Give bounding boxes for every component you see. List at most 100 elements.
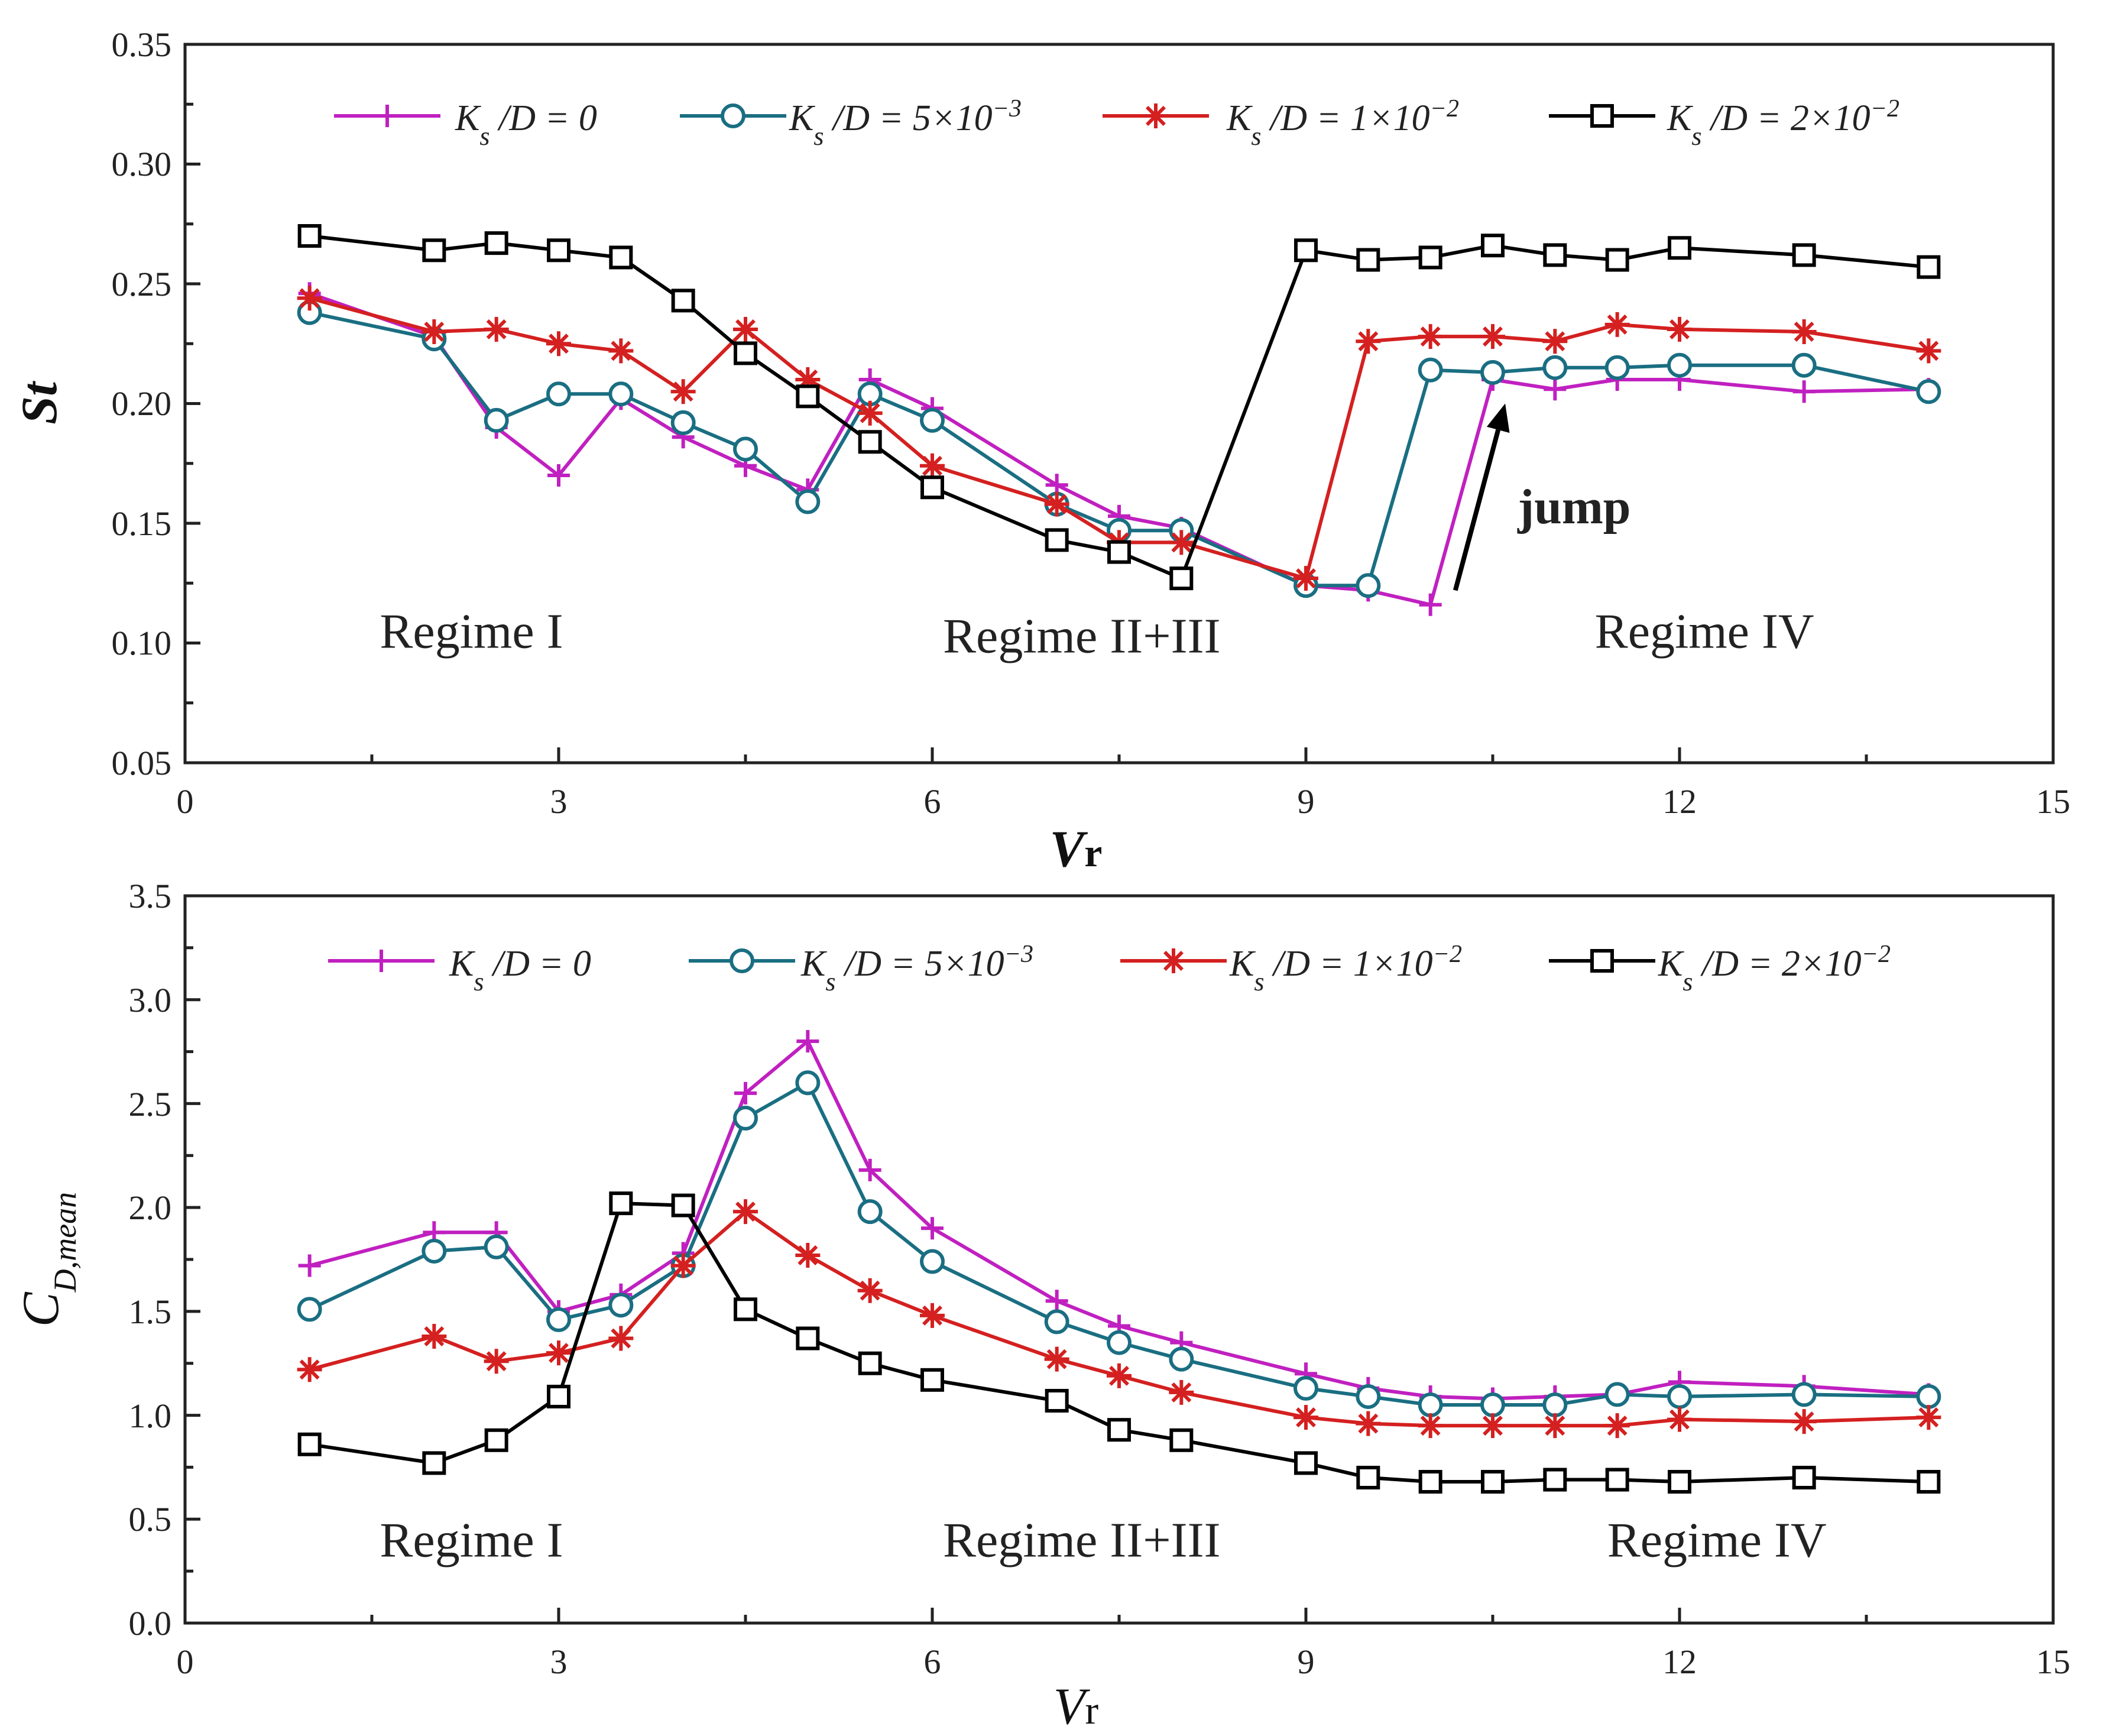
cd-data-point [1169, 1379, 1194, 1405]
cd-data-point [1917, 1470, 1941, 1494]
st-data-point [857, 400, 883, 426]
cd-data-point [484, 1234, 509, 1259]
cd-series-line [309, 1210, 1929, 1428]
cd-data-point [546, 1340, 571, 1366]
cd-series-3 [297, 1191, 1941, 1494]
cd-data-point [484, 1349, 509, 1374]
st-data-point [1542, 355, 1568, 380]
cd-data-point [796, 1326, 820, 1350]
st-data-point [920, 475, 944, 500]
cd-ytick-label: 0.0 [129, 1604, 172, 1643]
cd-data-point [1356, 1411, 1381, 1436]
cd-data-point [733, 1199, 758, 1225]
cd-xlabel: Vr [1053, 1678, 1099, 1735]
cd-data-point [920, 1303, 945, 1328]
st-data-point [920, 453, 945, 478]
legend-marker-group [376, 105, 398, 127]
cd-data-point [733, 1106, 758, 1131]
cd-data-point [734, 1297, 757, 1322]
st-data-point [1419, 593, 1442, 616]
cd-data-point [297, 1432, 322, 1456]
cd-data-point [1604, 1413, 1630, 1439]
cd-data-point [857, 1278, 883, 1303]
cd-series-1 [297, 1070, 1941, 1417]
cd-data-point [1418, 1470, 1442, 1494]
st-data-point [1544, 378, 1567, 401]
st-data-point [484, 407, 509, 433]
st-data-point [1418, 357, 1443, 383]
st-data-point [608, 381, 634, 407]
st-data-point [671, 289, 695, 313]
cd-data-point [547, 1384, 570, 1408]
cd-data-point [1418, 1392, 1443, 1417]
st-data-point [1604, 312, 1630, 337]
legend-marker-group [370, 950, 393, 972]
cd-data-point [1480, 1413, 1505, 1439]
cd-data-point [1107, 1418, 1131, 1442]
cd-data-point [1791, 1409, 1817, 1434]
st-panel: 0.05 0.10 0.15 0.20 0.25 0.30 0.35 0 3 6… [11, 25, 2070, 878]
cd-tick-labels: 0.0 0.5 1.0 1.5 2.0 2.5 3.0 3.5 0 3 6 9 … [129, 877, 2071, 1681]
cd-ytick-label: 3.0 [129, 981, 172, 1019]
st-data-point [422, 319, 447, 344]
legend-marker-group [1143, 103, 1168, 128]
st-data-point [1604, 355, 1630, 380]
st-series-group [297, 224, 1941, 616]
st-data-point [1916, 379, 1941, 404]
st-ytick-label: 0.20 [112, 384, 172, 423]
st-data-point [546, 331, 571, 357]
jump-label: jump [1517, 480, 1630, 535]
jump-arrow [1453, 429, 1501, 591]
cd-data-point [1668, 1470, 1691, 1494]
cd-data-point [671, 1193, 695, 1217]
st-data-point [796, 384, 820, 409]
st-series-line [309, 310, 1929, 588]
st-data-point [1605, 248, 1629, 272]
cd-regime-label: Regime I [380, 1513, 563, 1568]
cd-data-point [1542, 1413, 1568, 1439]
cd-xtick-label: 6 [924, 1643, 941, 1681]
st-data-point [1356, 573, 1381, 598]
st-regime-labels: Regime I Regime II+III Regime IV [380, 604, 1814, 664]
st-data-point [1917, 255, 1941, 279]
legend-marker [370, 950, 393, 972]
cd-data-point [1044, 1309, 1069, 1335]
cd-series-group [297, 1030, 1941, 1494]
cd-xtick-label: 9 [1298, 1643, 1315, 1681]
st-data-point [1543, 243, 1567, 267]
st-data-point [547, 238, 570, 263]
st-xtick-label: 9 [1298, 782, 1315, 821]
st-data-point [1480, 359, 1505, 385]
cd-data-point [422, 1451, 446, 1475]
st-xtick-label: 0 [177, 782, 194, 821]
st-ticks [183, 43, 2055, 765]
cd-data-point [670, 1253, 696, 1278]
legend-marker [1590, 104, 1614, 128]
legend-marker-group [721, 103, 745, 128]
cd-xtick-label: 15 [2036, 1643, 2070, 1681]
st-data-point [1792, 380, 1816, 403]
cd-data-point [734, 1081, 757, 1105]
legend-marker-group [730, 948, 754, 973]
cd-data-point [1542, 1392, 1568, 1417]
cd-data-point [1604, 1382, 1630, 1407]
legend-marker [1590, 949, 1614, 973]
cd-data-point [1418, 1413, 1443, 1439]
st-xlabel: Vr [1050, 821, 1103, 878]
st-data-point [734, 341, 757, 365]
cd-ytick-label: 1.5 [129, 1293, 172, 1331]
st-ylabel: St [11, 380, 67, 425]
st-ytick-label: 0.35 [112, 25, 172, 64]
legend-marker-group [1590, 104, 1614, 128]
st-ytick-label: 0.30 [112, 145, 172, 183]
cd-ytick-label: 0.5 [129, 1500, 172, 1539]
st-data-point [1169, 530, 1194, 555]
st-regime-label: Regime IV [1595, 604, 1814, 659]
cd-xtick-label: 12 [1662, 1643, 1697, 1681]
cd-data-point [1791, 1382, 1817, 1407]
cd-data-point [1916, 1405, 1941, 1430]
st-data-point [1356, 248, 1380, 272]
cd-data-point [1356, 1466, 1380, 1489]
st-series-line [309, 292, 1929, 607]
